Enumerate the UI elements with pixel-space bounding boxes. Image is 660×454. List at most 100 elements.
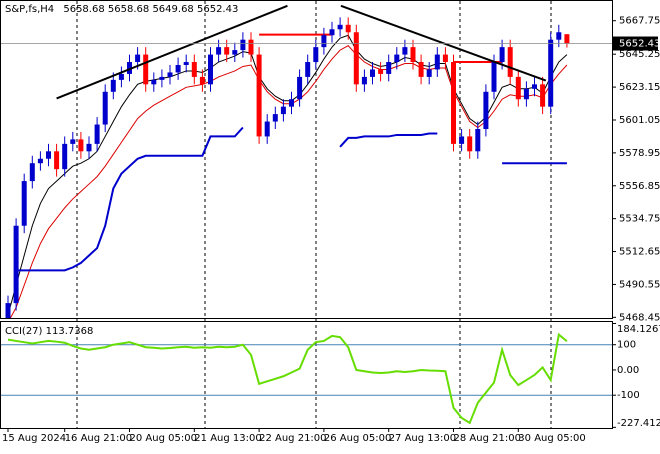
overlay-line: [7, 34, 568, 316]
overlay-line: [9, 45, 568, 318]
candle-body: [280, 106, 286, 115]
candle-body: [199, 76, 205, 85]
ohlc-close: 5652.43: [197, 4, 238, 15]
candle-body: [191, 62, 197, 77]
ohlc-low: 5649.68: [152, 4, 193, 15]
candle-body: [264, 121, 270, 137]
main-pane: [0, 0, 613, 319]
candle-body: [523, 88, 529, 100]
main-plot: [5, 4, 570, 318]
candle-body: [143, 54, 149, 85]
candle-body: [208, 54, 213, 85]
candle-body: [548, 39, 554, 107]
candle-body: [305, 62, 311, 77]
candle-body: [483, 91, 489, 129]
candle-body: [459, 136, 465, 144]
candle-body: [410, 47, 416, 63]
candle-body: [86, 143, 92, 152]
y-tick-label: -227.4128: [617, 418, 660, 429]
cci-line: [7, 332, 568, 425]
y-tick-label: 5645.25: [619, 49, 660, 60]
trendline: [56, 4, 288, 100]
last-price-box: [613, 36, 658, 51]
x-tick-label: 27 Aug 13:00: [389, 433, 456, 444]
cci-title: CCI(27): [5, 326, 43, 337]
candle-body: [175, 64, 181, 73]
x-tick-label: 16 Aug 21:00: [65, 433, 132, 444]
candle-body: [159, 76, 165, 80]
candle-body: [110, 79, 116, 92]
candle-body: [54, 151, 60, 170]
last-price-label: 5652.43: [619, 39, 660, 50]
candle-body: [135, 54, 141, 63]
y-tick-label: -100: [617, 390, 640, 401]
candle-body: [540, 84, 546, 107]
x-tick-label: 30 Aug 05:00: [518, 433, 585, 444]
x-tick-label: 26 Aug 05:00: [324, 433, 391, 444]
y-tick-label: 5534.75: [619, 214, 660, 225]
candle-body: [102, 91, 108, 125]
candle-body: [491, 62, 497, 92]
candle-body: [329, 29, 335, 36]
candle-body: [337, 24, 343, 30]
x-tick-label: 28 Aug 21:00: [454, 433, 521, 444]
candle-body: [151, 79, 157, 85]
candle-body: [378, 69, 384, 74]
candle-body: [564, 34, 570, 44]
candle-body: [183, 62, 189, 65]
candle-body: [5, 303, 11, 318]
candle-body: [345, 24, 351, 33]
candle-body: [321, 35, 327, 48]
y-tick-label: 5578.95: [619, 148, 660, 159]
candle-body: [507, 47, 513, 77]
candle-body: [94, 124, 100, 144]
overlay-line: [16, 126, 567, 272]
candle-body: [37, 158, 43, 164]
y-tick-label: 5490.55: [619, 279, 660, 290]
candle-body: [118, 73, 124, 80]
y-tick-label: 100: [617, 340, 636, 351]
y-tick-label: 5556.85: [619, 181, 660, 192]
candle-body: [70, 139, 76, 144]
candle-body: [370, 69, 375, 77]
candle-body: [418, 62, 424, 77]
candle-body: [515, 76, 521, 100]
candle-body: [442, 54, 448, 63]
candle-body: [46, 151, 51, 159]
candle-body: [62, 143, 68, 170]
x-tick-label: 20 Aug 05:00: [130, 433, 197, 444]
candle-body: [499, 47, 505, 63]
candle-body: [78, 139, 84, 152]
y-tick-label: 5512.65: [619, 247, 660, 258]
candle-body: [556, 32, 562, 40]
y-tick-label: 5468.45: [619, 312, 660, 323]
candle-body: [402, 47, 408, 55]
cci-pane: [0, 321, 613, 429]
candle-body: [289, 99, 294, 107]
candle-body: [248, 39, 254, 55]
cci-header: CCI(27) 113.7368: [5, 326, 93, 337]
x-tick-label: 22 Aug 21:00: [259, 433, 326, 444]
candle-body: [224, 47, 230, 55]
candle-body: [167, 72, 173, 77]
candle-body: [216, 47, 222, 55]
header: S&P,fs,H4 5658.68 5658.68 5649.68 5652.4…: [5, 4, 238, 15]
candle-body: [13, 225, 19, 304]
x-tick-label: 21 Aug 13:00: [194, 433, 261, 444]
candle-body: [394, 54, 400, 63]
candle-body: [532, 84, 537, 89]
candle-body: [475, 128, 481, 152]
candle-body: [451, 62, 456, 144]
candle-body: [240, 39, 246, 51]
cci-value: 113.7368: [46, 326, 94, 337]
candle-body: [272, 114, 278, 122]
ohlc-high: 5658.68: [108, 4, 149, 15]
candle-body: [386, 62, 392, 74]
candle-body: [256, 54, 262, 137]
symbol: S&P,fs,H4: [5, 4, 54, 15]
ohlc-open: 5658.68: [63, 4, 104, 15]
y-tick-label: 5667.75: [619, 16, 660, 27]
